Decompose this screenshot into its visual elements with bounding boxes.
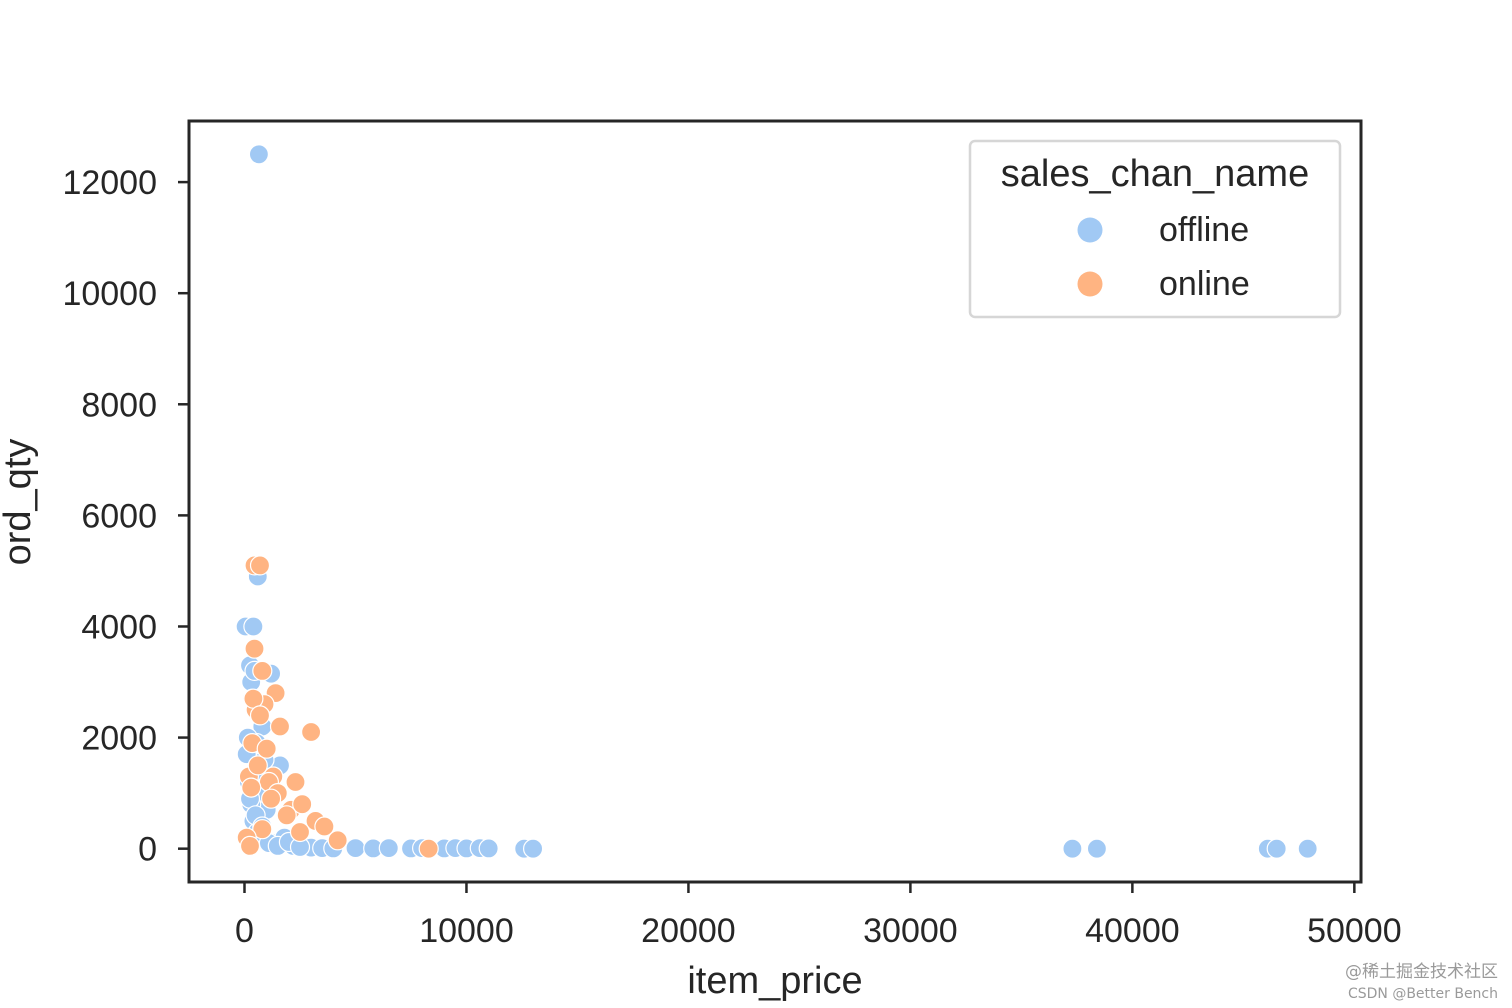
x-tick-label-2: 20000 [641,912,736,950]
point-offline-39 [478,838,499,859]
plot-frame [187,119,1363,884]
legend-title: sales_chan_name [1001,153,1309,195]
x-tick-label-0: 0 [235,912,254,950]
point-offline-42 [1062,838,1083,859]
watermark-csdn: CSDN @Better Bench [1347,986,1498,1002]
points-layer [235,144,1318,859]
point-offline-45 [1266,838,1287,859]
x-tick-label-4: 40000 [1085,912,1180,950]
point-online-21 [256,738,277,759]
x-tick-label-3: 30000 [863,912,958,950]
x-tick-label-1: 10000 [419,912,514,950]
y-tick-label-6: 12000 [62,164,157,202]
point-online-16 [327,830,348,851]
y-tick-label-5: 10000 [62,275,157,313]
point-offline-30 [345,837,366,859]
point-online-10 [269,716,291,737]
point-online-24 [249,705,271,726]
x-axis-ticks: 0 10000 20000 30000 40000 50000 [235,882,1402,950]
point-online-25 [261,788,282,809]
point-offline-32 [378,837,399,859]
point-online-31 [239,835,261,857]
point-online-3 [252,660,273,682]
point-offline-41 [522,838,544,859]
y-tick-label-3: 6000 [81,497,157,535]
y-tick-label-2: 4000 [81,608,157,646]
y-tick-label-1: 2000 [81,720,157,758]
point-online-17 [418,838,439,859]
x-axis-label: item_price [687,960,862,1002]
point-offline-46 [1297,838,1318,859]
point-online-13 [292,794,313,815]
point-online-5 [301,721,322,743]
point-online-27 [289,821,311,843]
y-tick-label-0: 0 [138,831,157,869]
point-online-28 [241,777,262,798]
y-axis-ticks: 0 2000 4000 6000 8000 10000 12000 [62,164,189,869]
point-online-1 [249,555,271,576]
point-online-11 [285,771,306,793]
point-online-2 [244,638,265,659]
point-offline-0 [248,144,269,165]
watermark-juejin: @稀土掘金技术社区 [1345,962,1498,982]
point-online-15 [314,816,335,837]
legend-marker-online [1077,271,1103,297]
legend-marker-offline [1077,217,1103,243]
point-offline-2 [243,616,264,637]
y-tick-label-4: 8000 [81,386,157,424]
x-tick-label-5: 50000 [1307,912,1402,950]
point-online-20 [247,755,268,776]
legend: sales_chan_name offline online [968,139,1342,319]
legend-label-online: online [1159,265,1250,303]
point-online-26 [276,805,297,826]
y-axis-label: ord_qty [0,439,39,566]
point-online-29 [252,819,273,840]
legend-label-offline: offline [1159,211,1249,249]
point-offline-43 [1086,838,1108,859]
legend-frame [968,139,1342,319]
